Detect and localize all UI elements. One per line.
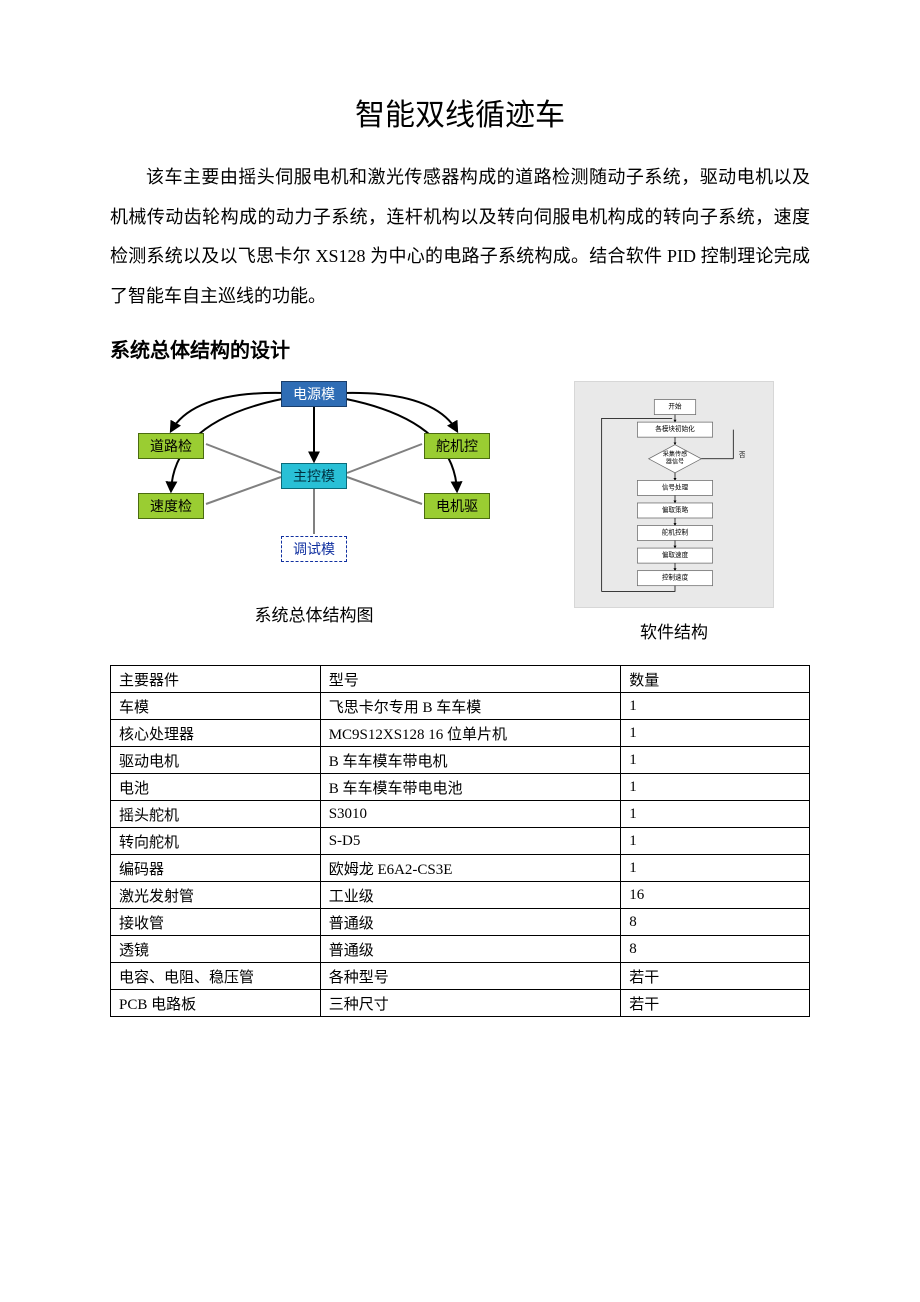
table-row: 编码器欧姆龙 E6A2-CS3E1 [111,855,810,882]
table-cell: 接收管 [111,909,321,936]
table-cell: 三种尺寸 [320,990,621,1017]
table-row: 透镜普通级8 [111,936,810,963]
section-heading: 系统总体结构的设计 [110,334,810,363]
svg-text:偏取速度: 偏取速度 [662,550,689,559]
table-cell: 若干 [621,963,810,990]
table-cell: 8 [621,909,810,936]
intro-paragraph: 该车主要由摇头伺服电机和激光传感器构成的道路检测随动子系统，驱动电机以及机械传动… [110,158,810,316]
svg-text:偏取策略: 偏取策略 [662,505,689,514]
table-cell: S3010 [320,801,621,828]
table-cell: 1 [621,747,810,774]
table-row: 电池B 车车模车带电电池1 [111,774,810,801]
table-cell: 各种型号 [320,963,621,990]
table-cell: 普通级 [320,936,621,963]
table-cell: 飞思卡尔专用 B 车车模 [320,693,621,720]
block-diagram-caption: 系统总体结构图 [255,601,374,626]
page-title: 智能双线循迹车 [110,90,810,134]
table-cell: 1 [621,855,810,882]
figures-row: 电源模 道路检 速度检 主控模 舵机控 电机驱 调试模 系统总体结构图 开始各模… [110,381,810,643]
block-diagram: 电源模 道路检 速度检 主控模 舵机控 电机驱 调试模 [134,381,494,581]
table-cell: 编码器 [111,855,321,882]
table-row: 接收管普通级8 [111,909,810,936]
table-header-cell: 主要器件 [111,666,321,693]
bd-node-motor: 电机驱 [424,493,490,519]
bd-node-speed: 速度检 [138,493,204,519]
table-cell: 1 [621,774,810,801]
table-cell: PCB 电路板 [111,990,321,1017]
flowchart-svg: 开始各模块初始化采集传感器信号信号处理偏取策略舵机控制偏取速度控制速度 否 [581,392,769,597]
table-cell: 车模 [111,693,321,720]
flowchart-figure: 开始各模块初始化采集传感器信号信号处理偏取策略舵机控制偏取速度控制速度 否 软件结… [538,381,810,643]
table-row: 摇头舵机S30101 [111,801,810,828]
table-header-row: 主要器件型号数量 [111,666,810,693]
table-cell: 电容、电阻、稳压管 [111,963,321,990]
svg-text:控制速度: 控制速度 [662,573,689,582]
parts-table: 主要器件型号数量 车模飞思卡尔专用 B 车车模1核心处理器MC9S12XS128… [110,665,810,1017]
svg-text:舵机控制: 舵机控制 [662,528,689,537]
table-cell: 若干 [621,990,810,1017]
bd-node-debug: 调试模 [281,536,347,562]
table-cell: 16 [621,882,810,909]
table-cell: 核心处理器 [111,720,321,747]
bd-node-road: 道路检 [138,433,204,459]
table-cell: 1 [621,801,810,828]
table-cell: 透镜 [111,936,321,963]
svg-text:各模块初始化: 各模块初始化 [655,425,695,434]
flowchart: 开始各模块初始化采集传感器信号信号处理偏取策略舵机控制偏取速度控制速度 否 [574,381,774,608]
table-cell: 8 [621,936,810,963]
table-cell: 普通级 [320,909,621,936]
table-row: 车模飞思卡尔专用 B 车车模1 [111,693,810,720]
svg-text:开始: 开始 [668,402,682,411]
svg-text:采集传感: 采集传感 [663,450,687,458]
table-row: PCB 电路板三种尺寸若干 [111,990,810,1017]
table-header-cell: 数量 [621,666,810,693]
table-row: 电容、电阻、稳压管各种型号若干 [111,963,810,990]
svg-text:否: 否 [739,451,746,459]
table-row: 驱动电机B 车车模车带电机1 [111,747,810,774]
bd-node-power: 电源模 [281,381,347,407]
table-cell: S-D5 [320,828,621,855]
block-diagram-figure: 电源模 道路检 速度检 主控模 舵机控 电机驱 调试模 系统总体结构图 [110,381,518,626]
table-cell: 转向舵机 [111,828,321,855]
table-cell: 1 [621,828,810,855]
table-header-cell: 型号 [320,666,621,693]
table-row: 核心处理器MC9S12XS128 16 位单片机1 [111,720,810,747]
flowchart-caption: 软件结构 [640,618,708,643]
svg-text:器信号: 器信号 [666,458,684,466]
table-cell: 电池 [111,774,321,801]
table-cell: B 车车模车带电电池 [320,774,621,801]
table-row: 转向舵机S-D51 [111,828,810,855]
table-cell: B 车车模车带电机 [320,747,621,774]
table-cell: 工业级 [320,882,621,909]
table-cell: 驱动电机 [111,747,321,774]
bd-node-mcu: 主控模 [281,463,347,489]
table-row: 激光发射管工业级16 [111,882,810,909]
table-cell: 激光发射管 [111,882,321,909]
svg-text:信号处理: 信号处理 [662,483,689,492]
page: 智能双线循迹车 该车主要由摇头伺服电机和激光传感器构成的道路检测随动子系统，驱动… [0,0,920,1097]
table-cell: 1 [621,693,810,720]
table-cell: 1 [621,720,810,747]
bd-node-servo: 舵机控 [424,433,490,459]
table-cell: 摇头舵机 [111,801,321,828]
table-cell: 欧姆龙 E6A2-CS3E [320,855,621,882]
table-cell: MC9S12XS128 16 位单片机 [320,720,621,747]
